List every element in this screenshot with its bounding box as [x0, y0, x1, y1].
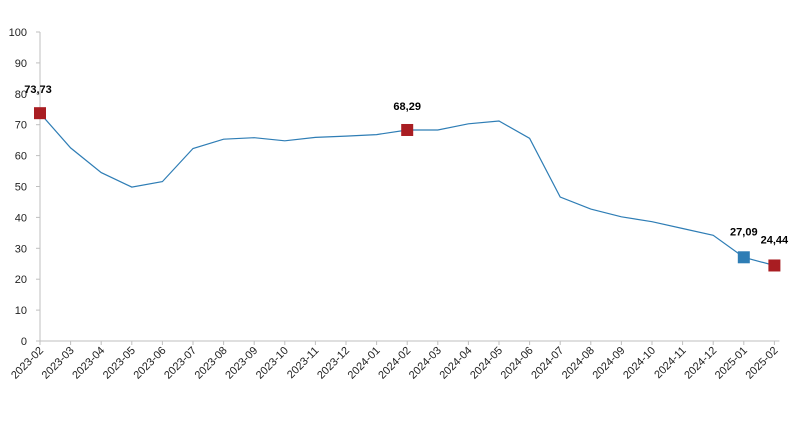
- x-tick-label: 2023-04: [70, 345, 107, 382]
- x-axis: 2023-022023-032023-042023-052023-062023-…: [9, 340, 781, 382]
- y-tick-label: 90: [15, 58, 27, 70]
- data-point-marker: [737, 251, 750, 264]
- y-tick-label: 50: [15, 182, 27, 194]
- data-label: 73,73: [24, 84, 52, 96]
- x-tick-label: 2023-06: [131, 345, 168, 382]
- data-label: 24,44: [761, 234, 789, 246]
- y-tick-label: 20: [15, 274, 27, 286]
- x-tick-label: 2023-05: [101, 345, 138, 382]
- x-tick-label: 2024-02: [376, 345, 413, 382]
- x-tick-label: 2024-05: [468, 345, 505, 382]
- data-point-marker: [34, 107, 46, 120]
- x-tick-label: 2023-03: [40, 345, 77, 382]
- y-tick-label: 10: [15, 305, 27, 317]
- y-tick-label: 100: [9, 27, 27, 39]
- x-tick-label: 2024-11: [652, 345, 688, 381]
- data-point-marker: [401, 123, 414, 136]
- data-label: 68,29: [393, 101, 421, 113]
- x-tick-label: 2024-01: [346, 345, 383, 382]
- x-tick-label: 2023-12: [315, 345, 352, 382]
- x-tick-label: 2024-09: [590, 345, 627, 382]
- x-tick-label: 2023-11: [285, 345, 321, 381]
- series-line: [39, 112, 775, 267]
- x-tick-label: 2023-02: [9, 345, 46, 382]
- x-tick-label: 2024-12: [682, 345, 719, 382]
- x-tick-label: 2025-01: [713, 345, 750, 382]
- y-tick-label: 30: [15, 243, 27, 255]
- y-axis: 0 10 20 30 40 50 60 70 80 90 100: [9, 27, 41, 348]
- x-tick-label: 2023-09: [223, 345, 260, 382]
- y-tick-label: 70: [15, 120, 27, 132]
- data-point-marker: [768, 259, 781, 272]
- data-label: 27,09: [730, 226, 758, 238]
- x-tick-label: 2023-08: [193, 345, 230, 382]
- x-tick-label: 2023-10: [254, 345, 291, 382]
- y-tick-label: 40: [15, 212, 27, 224]
- highlight-markers: [34, 107, 781, 272]
- series: [39, 112, 775, 267]
- x-tick-label: 2023-07: [162, 345, 199, 382]
- x-tick-label: 2024-06: [499, 345, 536, 382]
- y-tick-label: 80: [15, 89, 27, 101]
- x-tick-label: 2024-10: [621, 345, 658, 382]
- x-tick-label: 2024-07: [529, 345, 566, 382]
- x-tick-label: 2024-08: [560, 345, 597, 382]
- y-tick-label: 60: [15, 151, 27, 163]
- y-tick-label: 0: [21, 336, 27, 348]
- x-tick-label: 2024-04: [437, 345, 474, 382]
- x-tick-label: 2025-02: [743, 345, 780, 382]
- x-tick-label: 2024-03: [407, 345, 444, 382]
